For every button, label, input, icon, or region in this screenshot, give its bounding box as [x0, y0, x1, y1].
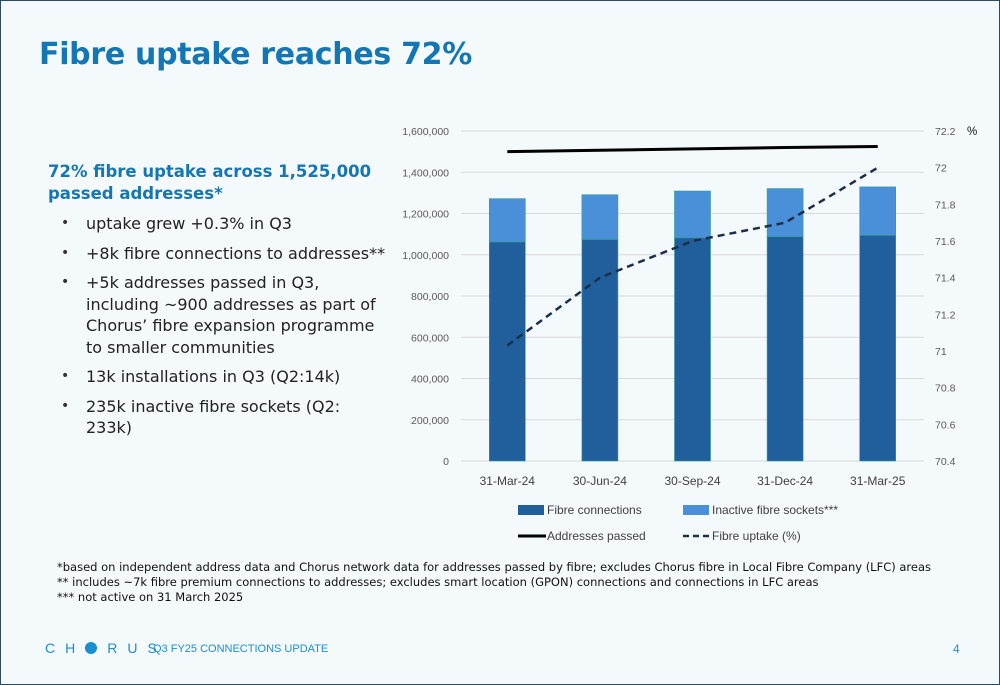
bar-fibre-connections [674, 237, 711, 462]
y-left-tick-label: 200,000 [411, 415, 449, 427]
y-left-tick-label: 1,400,000 [402, 167, 449, 179]
legend-label: Fibre uptake (%) [712, 529, 801, 543]
y-right-tick-label: 70.4 [935, 456, 956, 468]
legend-swatch [683, 505, 709, 515]
y-left-tick-label: 0 [443, 456, 449, 468]
y-right-tick-label: 71.6 [935, 236, 956, 248]
y-left-tick-label: 1,200,000 [402, 209, 449, 221]
y-right-tick-label: 71.2 [935, 309, 956, 321]
bar-fibre-connections [859, 235, 897, 462]
footnote: *** not active on 31 March 2025 [57, 590, 244, 604]
bar-fibre-connections [581, 239, 619, 462]
y-right-tick-label: 72.2 [935, 126, 956, 138]
x-tick-label: 31-Mar-25 [850, 474, 906, 488]
bar-inactive-fibre-sockets [859, 186, 897, 236]
logo-letters-left: CH [45, 640, 86, 656]
footer-title: Q3 FY25 CONNECTIONS UPDATE [153, 643, 329, 655]
y-right-tick-label: 70.6 [935, 419, 956, 431]
y-right-axis-label: % [967, 126, 977, 138]
bullet-item: 235k inactive fibre sockets (Q2: 233k) [48, 396, 388, 439]
fibre-uptake-chart: 0 200,000 400,000 600,000 800,000 1,000,000 1,… [402, 126, 977, 543]
y-left-tick-label: 400,000 [411, 374, 449, 386]
bullet-item: uptake grew +0.3% in Q3 [48, 213, 388, 235]
x-tick-label: 30-Sep-24 [664, 474, 720, 488]
footnotes: *based on independent address data and C… [57, 560, 931, 605]
logo-letters-right: RUS [107, 640, 167, 656]
summary-panel: 72% fibre uptake across 1,525,000 passed… [48, 161, 388, 447]
x-tick-label: 31-Mar-24 [480, 474, 536, 488]
x-tick-label: 30-Jun-24 [573, 474, 627, 488]
y-left-tick-label: 600,000 [411, 332, 449, 344]
bullet-item: +5k addresses passed in Q3, including ~9… [48, 272, 388, 358]
legend-swatch [518, 505, 544, 515]
legend-label: Fibre connections [547, 503, 642, 517]
bar-fibre-connections [766, 236, 804, 462]
logo-dot [85, 642, 98, 654]
legend-label: Inactive fibre sockets*** [712, 503, 838, 517]
bar-inactive-fibre-sockets [766, 188, 804, 237]
chorus-logo: CH RUS [45, 640, 167, 656]
bullet-list: uptake grew +0.3% in Q3 +8k fibre connec… [48, 213, 388, 439]
x-tick-label: 31-Dec-24 [757, 474, 813, 488]
bullet-item: 13k installations in Q3 (Q2:14k) [48, 366, 388, 388]
bar-fibre-connections [489, 241, 526, 462]
y-left-tick-label: 1,000,000 [402, 250, 449, 262]
line-addresses-passed [507, 145, 878, 154]
bullet-item: +8k fibre connections to addresses** [48, 243, 388, 265]
page-title: Fibre uptake reaches 72% [39, 37, 472, 72]
y-right-tick-label: 71 [935, 346, 947, 358]
bar-inactive-fibre-sockets [581, 194, 619, 240]
y-left-tick-label: 800,000 [411, 291, 449, 303]
y-right-tick-label: 70.8 [935, 383, 956, 395]
footnote: *based on independent address data and C… [57, 560, 932, 574]
footnote: ** includes ~7k fibre premium connection… [57, 575, 819, 589]
y-right-tick-label: 72 [935, 163, 947, 175]
y-right-tick-label: 71.4 [935, 273, 956, 285]
y-left-tick-label: 1,600,000 [402, 126, 449, 138]
summary-headline: 72% fibre uptake across 1,525,000 passed… [48, 162, 372, 203]
line-fibre-uptake [506, 166, 879, 347]
legend-label: Addresses passed [547, 529, 646, 543]
page-number: 4 [953, 642, 960, 656]
y-right-tick-label: 71.8 [935, 199, 956, 211]
bar-inactive-fibre-sockets [674, 190, 711, 239]
bar-inactive-fibre-sockets [489, 198, 526, 243]
